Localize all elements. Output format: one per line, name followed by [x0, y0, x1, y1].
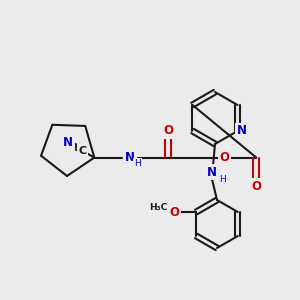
Text: H₃C: H₃C [149, 202, 167, 211]
Text: N: N [125, 151, 135, 164]
Text: C: C [79, 146, 87, 156]
Text: O: O [169, 206, 179, 218]
Text: O: O [251, 180, 261, 193]
Text: H: H [219, 175, 225, 184]
Text: H: H [134, 159, 141, 168]
Text: O: O [163, 124, 173, 137]
Text: N: N [207, 166, 217, 178]
Text: N: N [236, 124, 247, 137]
Text: O: O [219, 151, 229, 164]
Text: N: N [63, 136, 73, 149]
